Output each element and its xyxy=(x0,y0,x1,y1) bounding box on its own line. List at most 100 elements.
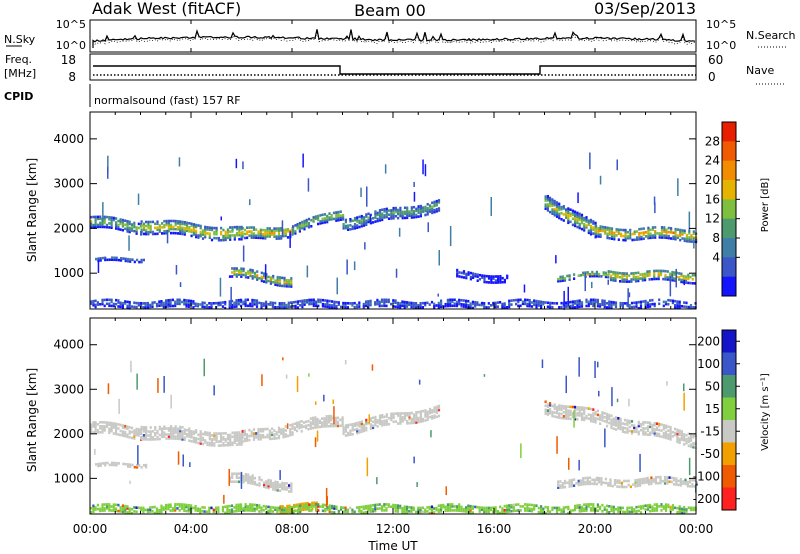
power-cell xyxy=(660,232,664,235)
velocity-cell xyxy=(181,434,184,437)
velocity-cell xyxy=(197,433,200,437)
power-cell xyxy=(206,226,209,229)
velocity-cell xyxy=(428,411,432,415)
velocity-cell xyxy=(185,503,188,507)
velocity-cell xyxy=(675,477,678,480)
power-cell xyxy=(537,302,540,305)
velocity-cell xyxy=(174,427,177,430)
velocity-cell xyxy=(226,511,229,514)
power-cell xyxy=(394,301,397,304)
velocity-cell xyxy=(608,417,611,421)
power-cell xyxy=(281,276,284,280)
velocity-cell xyxy=(344,360,347,365)
velocity-cell xyxy=(153,505,156,509)
velocity-cell xyxy=(634,479,637,482)
velocity-cell xyxy=(299,510,302,514)
power-cell xyxy=(599,225,602,228)
velocity-cell xyxy=(298,426,301,430)
power-cell xyxy=(665,234,668,238)
velocity-cell xyxy=(561,484,564,487)
velocity-cell xyxy=(401,507,404,510)
power-cell xyxy=(188,228,191,231)
velocity-cell xyxy=(363,427,366,431)
velocity-cell xyxy=(317,503,320,506)
velocity-cell xyxy=(639,422,643,426)
velocity-cell xyxy=(208,508,211,512)
velocity-cell xyxy=(643,481,646,485)
velocity-cell xyxy=(137,434,140,437)
power-cell xyxy=(392,299,395,302)
velocity-cell xyxy=(292,505,295,509)
power-cell xyxy=(369,214,372,223)
power-cell xyxy=(252,236,256,239)
velocity-cell xyxy=(555,405,559,409)
velocity-cell xyxy=(517,509,520,512)
velocity-ytick-label: 3000 xyxy=(53,382,84,396)
power-cell xyxy=(622,238,625,242)
power-cell xyxy=(644,299,647,303)
velocity-cell xyxy=(676,434,679,438)
velocity-cell xyxy=(115,426,118,430)
power-cell xyxy=(115,256,118,260)
power-cell xyxy=(243,228,246,232)
power-cell xyxy=(278,278,282,281)
power-cell xyxy=(435,208,438,211)
power-cell xyxy=(149,228,152,232)
velocity-cell xyxy=(637,430,640,434)
power-cell xyxy=(145,232,148,236)
power-cell xyxy=(124,223,127,227)
velocity-cell xyxy=(512,507,515,511)
velocity-cell xyxy=(471,511,474,514)
power-cell xyxy=(326,305,329,309)
power-cell xyxy=(694,282,697,285)
velocity-cell xyxy=(568,485,571,488)
power-cell xyxy=(562,205,565,208)
power-cell xyxy=(593,272,596,276)
velocity-cell xyxy=(199,438,202,441)
power-cell xyxy=(210,226,214,230)
velocity-cell xyxy=(282,433,285,437)
velocity-cell xyxy=(299,504,302,508)
velocity-cell xyxy=(664,430,668,434)
velocity-cell xyxy=(349,506,352,510)
velocity-cell xyxy=(584,480,587,484)
velocity-cell xyxy=(460,509,463,513)
power-cell xyxy=(269,282,272,285)
velocity-cell xyxy=(246,509,249,512)
power-cell xyxy=(230,303,234,307)
velocity-cell xyxy=(283,508,286,512)
power-cell xyxy=(412,214,416,217)
velocity-cell xyxy=(149,510,152,513)
velocity-cell xyxy=(549,404,552,407)
velocity-cell xyxy=(288,484,291,487)
velocity-cell xyxy=(678,511,681,514)
velocity-cell xyxy=(435,411,438,415)
power-cell xyxy=(599,235,602,238)
power-cell xyxy=(298,227,301,231)
velocity-cell xyxy=(142,426,145,429)
power-cell xyxy=(378,304,381,308)
velocity-cell xyxy=(269,512,272,515)
power-cell xyxy=(187,303,190,306)
power-cell xyxy=(124,302,127,305)
power-cell xyxy=(291,233,294,236)
velocity-cell xyxy=(265,505,268,508)
power-cell xyxy=(576,225,579,229)
power-cell xyxy=(158,302,161,305)
velocity-cell xyxy=(267,480,270,484)
power-cell xyxy=(633,232,636,236)
velocity-cell xyxy=(419,420,422,423)
power-cell xyxy=(190,224,193,228)
power-cell xyxy=(601,301,604,304)
velocity-cell xyxy=(371,510,374,513)
power-cell xyxy=(664,300,668,304)
velocity-cell xyxy=(108,503,111,506)
velocity-cell xyxy=(278,506,281,510)
velocity-cell xyxy=(669,507,672,511)
power-cell xyxy=(332,217,336,221)
power-cell xyxy=(553,213,556,217)
power-cell xyxy=(220,226,223,230)
velocity-cell xyxy=(669,434,672,437)
power-cell xyxy=(685,301,688,305)
velocity-cell xyxy=(639,507,643,510)
